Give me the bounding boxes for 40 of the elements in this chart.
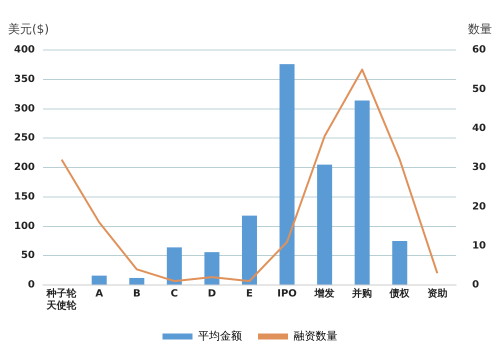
bar [392, 240, 408, 284]
x-tick-label: 并购 [351, 288, 372, 300]
y-tick-label: 350 [14, 74, 35, 85]
x-tick-label: D [208, 288, 216, 300]
bar [317, 164, 332, 284]
x-tick-label: 资助 [427, 288, 448, 300]
y-tick-label: 400 [14, 44, 35, 56]
y2-tick-label: 50 [472, 84, 486, 95]
y2-tick-label: 40 [472, 122, 486, 134]
y-tick-label: 0 [28, 280, 35, 291]
x-tick-label: 种子轮天使轮 [46, 288, 78, 312]
y2-tick-label: 0 [472, 280, 480, 291]
bar [129, 278, 144, 284]
bar [204, 252, 220, 284]
y2-tick-label: 60 [472, 44, 486, 56]
legend-label: 平均金额 [198, 329, 242, 342]
y2-axis-title: 数量 [468, 22, 492, 36]
y-tick-label: 200 [14, 162, 35, 174]
bar [354, 100, 370, 284]
y-tick-label: 300 [14, 103, 35, 114]
x-tick-label: B [132, 288, 141, 300]
y-tick-label: 50 [20, 250, 35, 262]
x-tick-label: IPO [277, 288, 297, 300]
bar [92, 276, 107, 284]
y2-tick-label: 30 [472, 162, 486, 174]
bar [166, 247, 182, 284]
bar [242, 216, 257, 284]
x-tick-label: E [246, 288, 254, 300]
y-tick-label: 100 [14, 220, 35, 232]
x-tick-label: 债权 [388, 288, 411, 300]
y-tick-label: 250 [14, 132, 35, 144]
y2-tick-label: 20 [472, 201, 486, 212]
bar [280, 64, 295, 284]
y-axis-title: 美元($) [8, 22, 49, 36]
x-tick-label: A [95, 288, 104, 300]
y2-tick-label: 10 [472, 240, 486, 252]
x-tick-label: 增发 [314, 288, 335, 300]
y-tick-label: 150 [14, 191, 35, 202]
x-tick-label: C [170, 288, 178, 300]
legend-label: 融资数量 [294, 329, 338, 342]
